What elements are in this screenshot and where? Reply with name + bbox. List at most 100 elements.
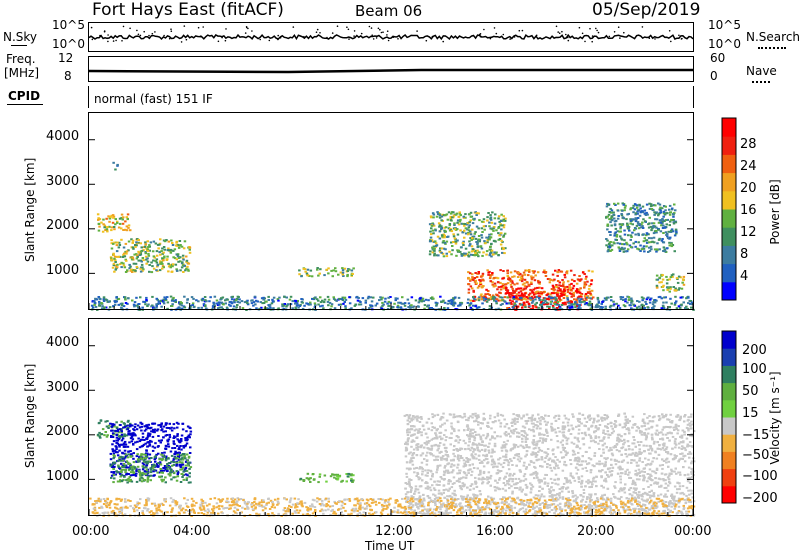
power-cell	[459, 218, 462, 221]
power-cell	[314, 304, 317, 307]
power-cell	[542, 271, 545, 274]
power-cell	[472, 300, 475, 302]
power-cell	[289, 295, 293, 298]
power-cell	[453, 237, 457, 240]
power-cell	[113, 300, 116, 303]
power-cell	[633, 208, 637, 211]
power-cell	[517, 271, 521, 274]
power-cell	[384, 297, 387, 300]
power-cell	[106, 230, 109, 233]
cpid-underline	[7, 104, 43, 105]
power-cell	[191, 304, 194, 306]
power-cell	[554, 299, 557, 302]
power-cell	[428, 253, 432, 256]
power-cell	[605, 244, 608, 247]
power-cell	[502, 218, 505, 221]
power-cell	[418, 297, 422, 300]
noise-search-point	[668, 30, 671, 32]
power-cell	[436, 302, 439, 305]
power-cell	[561, 302, 565, 305]
power-cell	[430, 307, 433, 310]
power-cell	[323, 274, 326, 277]
power-cell	[432, 213, 436, 216]
power-cell	[451, 249, 454, 252]
power-cell	[93, 303, 96, 306]
power-cell	[439, 295, 442, 298]
power-cell	[562, 303, 566, 306]
power-cell	[645, 298, 649, 301]
power-cell	[629, 218, 632, 221]
power-cell	[679, 306, 682, 309]
power-cell	[666, 212, 669, 215]
power-cell	[469, 279, 472, 282]
power-cell	[204, 307, 208, 310]
noise-search-point	[303, 35, 305, 38]
power-cell	[672, 273, 675, 276]
power-cell	[610, 211, 613, 214]
power-cell	[515, 295, 518, 298]
power-cell	[626, 295, 629, 298]
power-cell	[503, 296, 507, 299]
power-cell	[666, 218, 669, 221]
power-cell	[144, 251, 147, 253]
power-cell	[110, 214, 113, 217]
noise-search-point	[353, 30, 356, 32]
power-cell	[502, 248, 505, 251]
power-cell	[122, 264, 126, 267]
power-cell	[636, 221, 640, 224]
power-cell	[649, 203, 653, 206]
power-cell	[167, 247, 170, 250]
power-cell	[568, 286, 572, 289]
power-cell	[456, 228, 459, 230]
power-cell	[634, 220, 638, 223]
power-cell	[585, 275, 588, 278]
power-cell	[300, 298, 303, 300]
power-cell	[650, 297, 653, 300]
velocity-cell	[98, 431, 101, 434]
power-cell	[175, 240, 179, 243]
power-cell	[464, 247, 468, 250]
power-cell	[616, 217, 620, 220]
power-cell	[618, 250, 622, 252]
power-cell	[226, 298, 229, 301]
power-cell	[471, 276, 474, 279]
power-cell	[648, 207, 652, 210]
power-cell	[467, 271, 470, 274]
power-cell	[531, 291, 535, 294]
power-cell	[501, 283, 505, 286]
power-cell	[148, 245, 151, 248]
noise-search-point	[392, 36, 395, 38]
power-cell	[489, 252, 492, 255]
power-cell	[477, 227, 480, 230]
power-cell	[462, 244, 465, 246]
nave-label: Nave	[746, 64, 777, 78]
power-cell	[559, 288, 562, 291]
noise-search-point	[591, 35, 594, 37]
power-cell	[670, 302, 673, 305]
power-cell	[629, 207, 633, 210]
power-cell	[443, 236, 446, 239]
power-cell	[552, 292, 556, 295]
velocity-cell	[101, 428, 105, 431]
power-cell	[549, 293, 552, 296]
power-cell	[224, 299, 227, 302]
power-cell	[294, 301, 298, 304]
power-cell	[145, 262, 148, 265]
power-cell	[463, 229, 466, 232]
velocity-cell	[120, 420, 123, 423]
power-cell	[440, 215, 444, 218]
power-cell	[124, 298, 127, 301]
power-cell	[431, 229, 435, 232]
velocity-cell	[105, 435, 109, 438]
power-cell	[661, 220, 664, 223]
power-cell	[444, 226, 448, 229]
power-cell	[136, 255, 139, 258]
power-cell	[113, 255, 117, 258]
power-cell	[215, 299, 219, 302]
power-cell	[260, 306, 263, 309]
power-cell	[117, 297, 121, 300]
power-cell	[340, 298, 344, 301]
power-cell	[563, 289, 567, 292]
power-cell	[619, 298, 623, 301]
power-cell	[555, 303, 558, 306]
